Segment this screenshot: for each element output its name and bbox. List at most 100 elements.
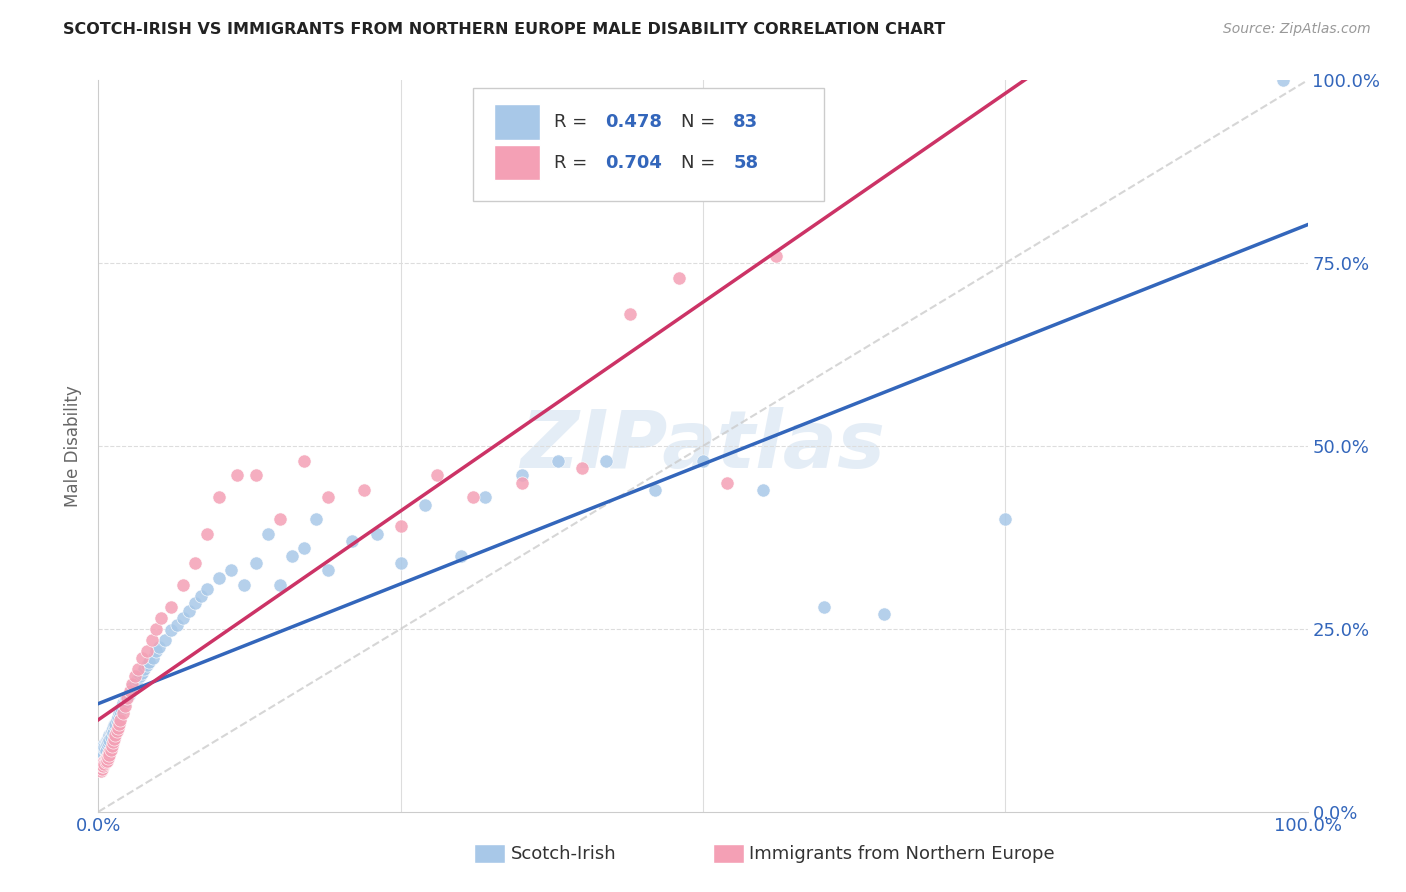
Text: Source: ZipAtlas.com: Source: ZipAtlas.com <box>1223 22 1371 37</box>
Point <box>90 757 112 772</box>
Point <box>93 757 115 772</box>
Point <box>91 758 114 772</box>
Point <box>91 744 114 758</box>
Point <box>100 730 122 744</box>
Point <box>104 728 127 742</box>
Point <box>292 453 315 467</box>
Point <box>172 611 194 625</box>
Point <box>463 490 485 504</box>
Text: R =: R = <box>554 154 593 172</box>
Point <box>94 744 117 758</box>
Point <box>104 717 127 731</box>
Point <box>305 512 328 526</box>
Point <box>135 658 157 673</box>
Point <box>101 721 124 735</box>
Point <box>98 733 121 747</box>
Point <box>97 735 120 749</box>
Point <box>134 662 156 676</box>
Point <box>111 697 134 711</box>
FancyBboxPatch shape <box>474 87 824 201</box>
Point <box>110 701 132 715</box>
Point <box>97 731 120 746</box>
Point <box>111 706 134 720</box>
Point <box>91 762 114 776</box>
Point <box>94 739 117 753</box>
Point <box>668 270 690 285</box>
Point <box>184 596 207 610</box>
Point <box>100 739 122 753</box>
Point <box>89 746 111 760</box>
Point <box>91 739 114 753</box>
Point <box>94 755 117 769</box>
Point <box>426 468 449 483</box>
Point <box>450 549 472 563</box>
Text: SCOTCH-IRISH VS IMMIGRANTS FROM NORTHERN EUROPE MALE DISABILITY CORRELATION CHAR: SCOTCH-IRISH VS IMMIGRANTS FROM NORTHERN… <box>63 22 945 37</box>
Point <box>765 249 787 263</box>
Point <box>135 644 157 658</box>
Point <box>179 603 201 617</box>
Point <box>510 468 533 483</box>
Point <box>873 607 896 622</box>
Point <box>121 681 143 695</box>
Point <box>131 665 153 680</box>
Point <box>114 698 136 713</box>
Point <box>108 706 131 720</box>
Point <box>90 742 112 756</box>
Point <box>91 755 114 769</box>
Point <box>142 651 165 665</box>
Point <box>208 490 231 504</box>
Point <box>90 764 112 779</box>
Point <box>97 751 120 765</box>
Point <box>138 655 160 669</box>
Point <box>692 453 714 467</box>
Point <box>107 709 129 723</box>
Point <box>101 725 124 739</box>
Point <box>644 483 666 497</box>
Point <box>103 731 125 746</box>
Point <box>100 724 122 739</box>
Point <box>96 749 118 764</box>
Point <box>153 632 176 647</box>
Point <box>208 571 231 585</box>
Point <box>96 737 118 751</box>
Point <box>103 718 125 732</box>
Point <box>166 618 188 632</box>
Point <box>716 475 738 490</box>
Point <box>94 735 117 749</box>
Point <box>316 490 339 504</box>
Point <box>316 563 339 577</box>
Point <box>474 490 496 504</box>
Point <box>184 556 207 570</box>
Point <box>97 747 120 762</box>
Text: 83: 83 <box>734 113 758 131</box>
Point <box>98 748 121 763</box>
Text: 58: 58 <box>734 154 758 172</box>
Point <box>342 534 364 549</box>
Point <box>245 556 267 570</box>
Text: 0.704: 0.704 <box>605 154 662 172</box>
Point <box>221 563 243 577</box>
Point <box>93 754 115 768</box>
Point <box>108 714 131 728</box>
Point <box>100 725 122 739</box>
Text: 0.478: 0.478 <box>605 113 662 131</box>
Point <box>96 754 118 768</box>
Point <box>245 468 267 483</box>
Point <box>269 578 291 592</box>
Point <box>150 611 173 625</box>
Point <box>118 688 141 702</box>
FancyBboxPatch shape <box>494 104 540 139</box>
Point <box>389 519 412 533</box>
Point <box>292 541 315 556</box>
Point <box>98 728 121 742</box>
Text: ZIPatlas: ZIPatlas <box>520 407 886 485</box>
Point <box>90 747 112 762</box>
Point <box>148 640 170 655</box>
Point <box>195 526 218 541</box>
Point <box>118 684 141 698</box>
Point <box>595 453 617 467</box>
Point <box>117 691 139 706</box>
Point <box>100 742 122 756</box>
Text: R =: R = <box>554 113 593 131</box>
Point <box>93 738 115 752</box>
